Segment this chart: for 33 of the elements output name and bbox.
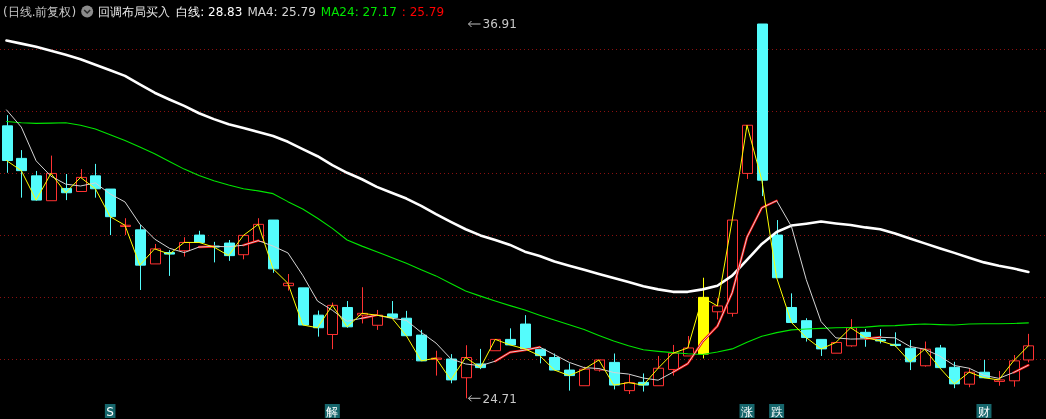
candlestick bbox=[283, 273, 294, 292]
candlestick bbox=[194, 230, 205, 243]
y-tick-label: 24.71 bbox=[482, 391, 517, 406]
candlestick bbox=[549, 353, 560, 371]
candlestick bbox=[668, 344, 679, 377]
candlestick bbox=[150, 243, 161, 265]
candlestick bbox=[772, 219, 783, 279]
candlestick bbox=[16, 149, 27, 199]
line-series bbox=[5, 39, 1030, 294]
text: MA4: 25.79 bbox=[247, 5, 316, 19]
chart-title: (日线.前复权) bbox=[3, 5, 77, 19]
text: : 25.79 bbox=[401, 5, 445, 19]
candlestick bbox=[579, 366, 590, 387]
candlestick bbox=[387, 300, 398, 319]
candlestick bbox=[520, 314, 531, 350]
candlestick bbox=[120, 217, 131, 236]
candlestick bbox=[268, 219, 279, 274]
candlestick bbox=[831, 341, 842, 354]
candlestick bbox=[105, 188, 116, 236]
chart-subtitle: 回调布局买入 bbox=[98, 5, 171, 19]
y-tick-label: 36.91 bbox=[482, 17, 517, 32]
candlestick bbox=[949, 361, 960, 389]
candlestick bbox=[298, 287, 309, 326]
candlestick bbox=[712, 297, 723, 320]
candlestick bbox=[2, 114, 13, 174]
candlestick bbox=[757, 23, 768, 197]
text: MA24: 27.17 bbox=[320, 5, 397, 19]
candlestick bbox=[624, 374, 635, 395]
candlestick bbox=[505, 327, 516, 346]
candlestick bbox=[1023, 333, 1034, 363]
candlestick bbox=[416, 329, 427, 362]
text: 白线: 28.83 bbox=[176, 5, 243, 19]
candlestick bbox=[135, 224, 146, 291]
